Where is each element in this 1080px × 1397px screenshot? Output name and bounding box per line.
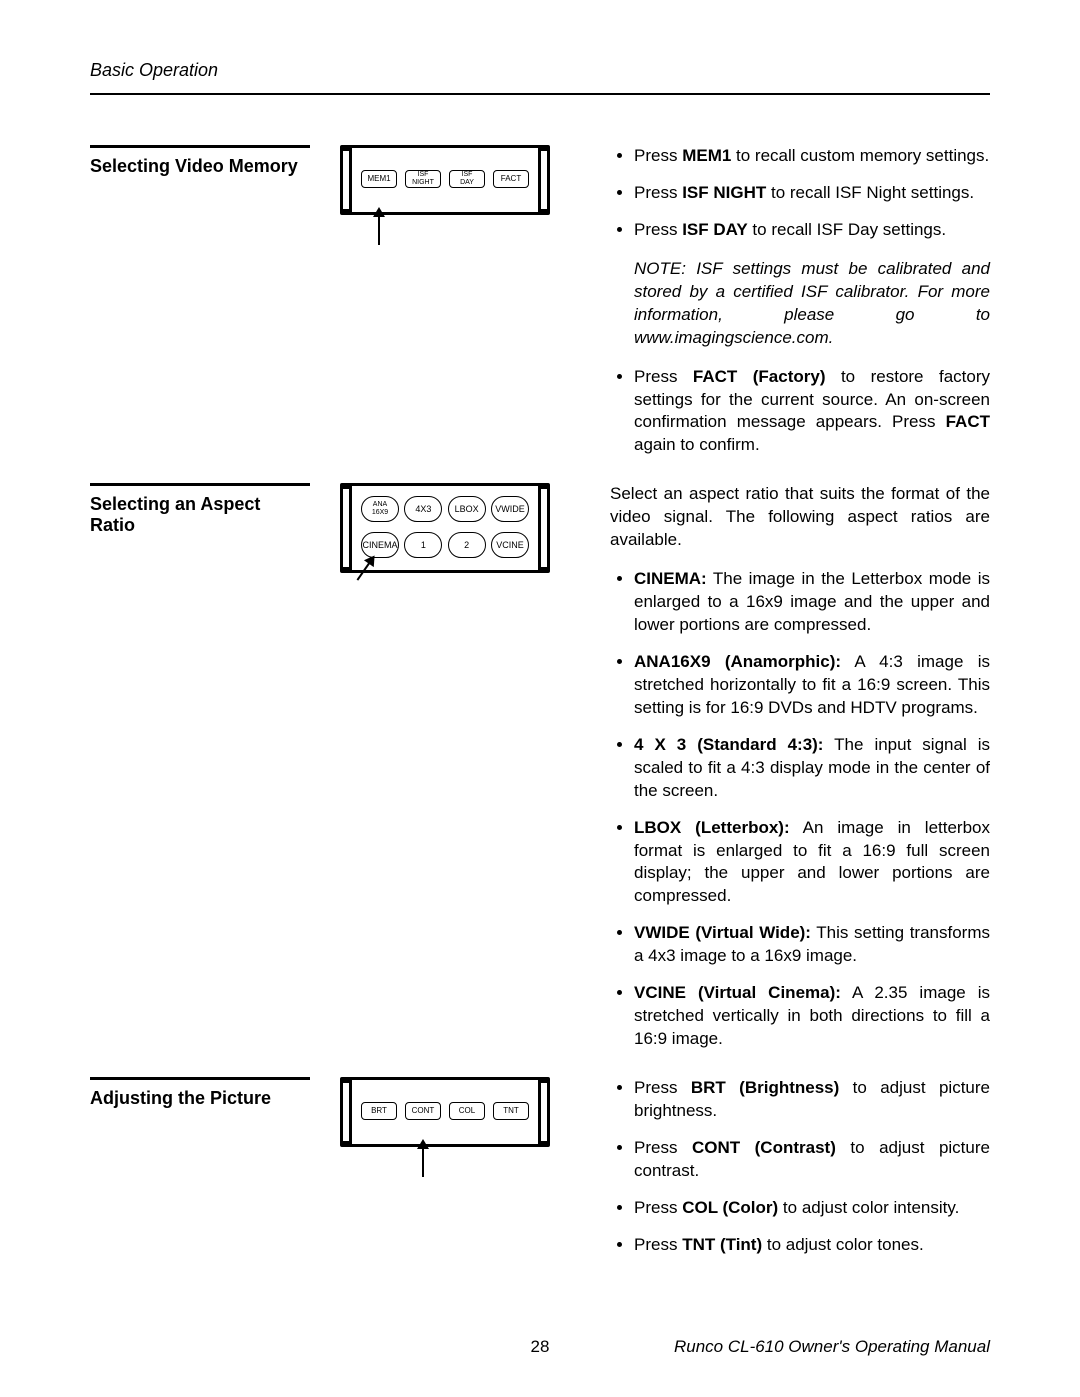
aspect-ratio-diagram: ANA16X9 4X3 LBOX VWIDE CINEMA 1 2 VCINE <box>340 483 580 573</box>
lbox-button-icon: LBOX <box>448 496 486 522</box>
aspect-ratio-content: Select an aspect ratio that suits the fo… <box>610 483 990 1067</box>
two-button-icon: 2 <box>448 532 486 558</box>
col-button-icon: COL <box>449 1102 485 1120</box>
one-button-icon: 1 <box>404 532 442 558</box>
section-title: Selecting an Aspect Ratio <box>90 494 310 536</box>
video-memory-diagram: MEM1 ISFNIGHT ISFDAY FACT <box>340 145 580 245</box>
isf-night-button-icon: ISFNIGHT <box>405 170 441 188</box>
tnt-button-icon: TNT <box>493 1102 529 1120</box>
mem1-button-icon: MEM1 <box>361 170 397 188</box>
video-memory-content: Press MEM1 to recall custom memory setti… <box>610 145 990 473</box>
section-adjust-picture: Adjusting the Picture BRT CONT COL TNT P… <box>90 1077 990 1273</box>
adjust-picture-content: Press BRT (Brightness) to adjust picture… <box>610 1077 990 1273</box>
brt-button-icon: BRT <box>361 1102 397 1120</box>
arrow-icon <box>378 215 380 245</box>
page-header: Basic Operation <box>90 60 990 81</box>
manual-title: Runco CL-610 Owner's Operating Manual <box>674 1337 990 1357</box>
vcine-button-icon: VCINE <box>491 532 529 558</box>
isf-day-button-icon: ISFDAY <box>449 170 485 188</box>
isf-note: NOTE: ISF settings must be calibrated an… <box>610 258 990 350</box>
4x3-button-icon: 4X3 <box>404 496 442 522</box>
section-rule <box>90 1077 310 1080</box>
adjust-picture-diagram: BRT CONT COL TNT <box>340 1077 580 1177</box>
arrow-icon <box>357 562 371 581</box>
fact-button-icon: FACT <box>493 170 529 188</box>
cont-button-icon: CONT <box>405 1102 441 1120</box>
header-rule <box>90 93 990 95</box>
section-title: Selecting Video Memory <box>90 156 310 177</box>
section-aspect-ratio: Selecting an Aspect Ratio ANA16X9 4X3 LB… <box>90 483 990 1067</box>
section-rule <box>90 483 310 486</box>
vwide-button-icon: VWIDE <box>491 496 529 522</box>
page-footer: 28 Runco CL-610 Owner's Operating Manual <box>90 1337 990 1357</box>
section-video-memory: Selecting Video Memory MEM1 ISFNIGHT ISF… <box>90 145 990 473</box>
arrow-icon <box>422 1147 424 1177</box>
section-rule <box>90 145 310 148</box>
section-title: Adjusting the Picture <box>90 1088 310 1109</box>
ana16x9-button-icon: ANA16X9 <box>361 496 399 522</box>
page-number: 28 <box>531 1337 550 1357</box>
